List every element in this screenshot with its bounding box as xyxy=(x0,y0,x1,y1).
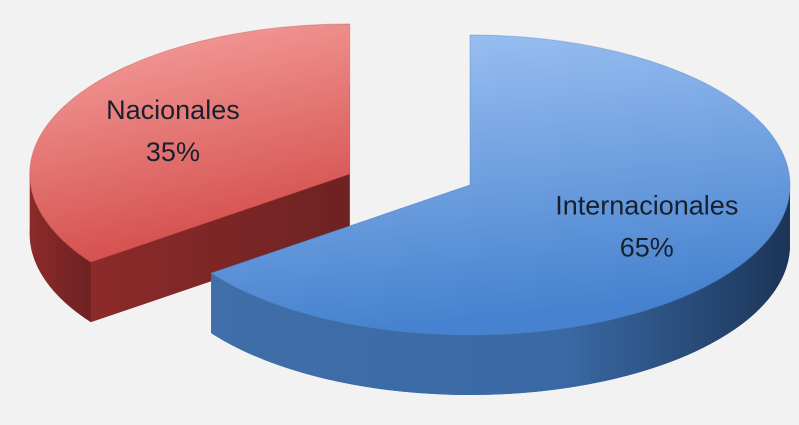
slice-rim xyxy=(29,173,91,323)
slice xyxy=(209,34,791,396)
slice-value-label: 35% xyxy=(146,137,200,167)
slice-label: Internacionales xyxy=(555,190,738,220)
slice xyxy=(29,23,351,323)
slice-top xyxy=(29,23,351,263)
slice-rim xyxy=(211,185,790,395)
slice-value-label: 65% xyxy=(620,232,674,262)
labels: Nacionales 35% Internacionales 65% xyxy=(106,95,738,262)
slice-cut-face xyxy=(90,173,350,323)
slice-label: Nacionales xyxy=(106,95,240,125)
slice-top xyxy=(209,34,791,336)
slices xyxy=(29,23,791,396)
